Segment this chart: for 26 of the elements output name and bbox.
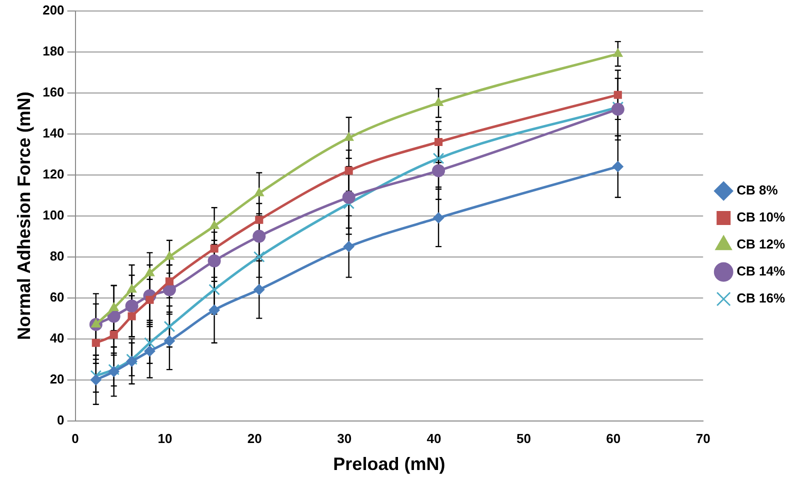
y-tick-label: 20 <box>50 371 64 386</box>
y-tick-label: 60 <box>50 289 64 304</box>
x-tick-label: 0 <box>72 431 79 446</box>
y-tick-label: 180 <box>42 43 64 58</box>
y-tick-label: 200 <box>42 2 64 18</box>
legend-label: CB 8% <box>736 182 778 198</box>
x-tick-label: 70 <box>696 431 710 446</box>
y-axis-title: Normal Adhesion Force (mN) <box>14 92 34 340</box>
x-tick-label: 30 <box>337 431 352 446</box>
y-tick-label: 140 <box>42 125 64 140</box>
y-tick-label: 100 <box>42 207 64 222</box>
x-tick-label: 60 <box>606 431 621 446</box>
y-tick-label: 0 <box>57 412 64 428</box>
x-axis-title: Preload (mN) <box>333 454 446 474</box>
x-tick-label: 40 <box>426 431 442 446</box>
y-tick-label: 40 <box>50 330 64 346</box>
legend-label: CB 10% <box>736 210 786 225</box>
x-tick-label: 10 <box>158 431 172 446</box>
y-tick-label: 160 <box>42 84 64 100</box>
legend-label: CB 16% <box>736 290 786 306</box>
x-tick-label: 20 <box>247 431 262 446</box>
y-tick-label: 120 <box>42 166 64 182</box>
y-tick-label: 80 <box>50 248 64 264</box>
x-tick-label: 50 <box>516 431 531 446</box>
legend-label: CB 12% <box>736 236 786 252</box>
legend-label: CB 14% <box>736 264 786 279</box>
